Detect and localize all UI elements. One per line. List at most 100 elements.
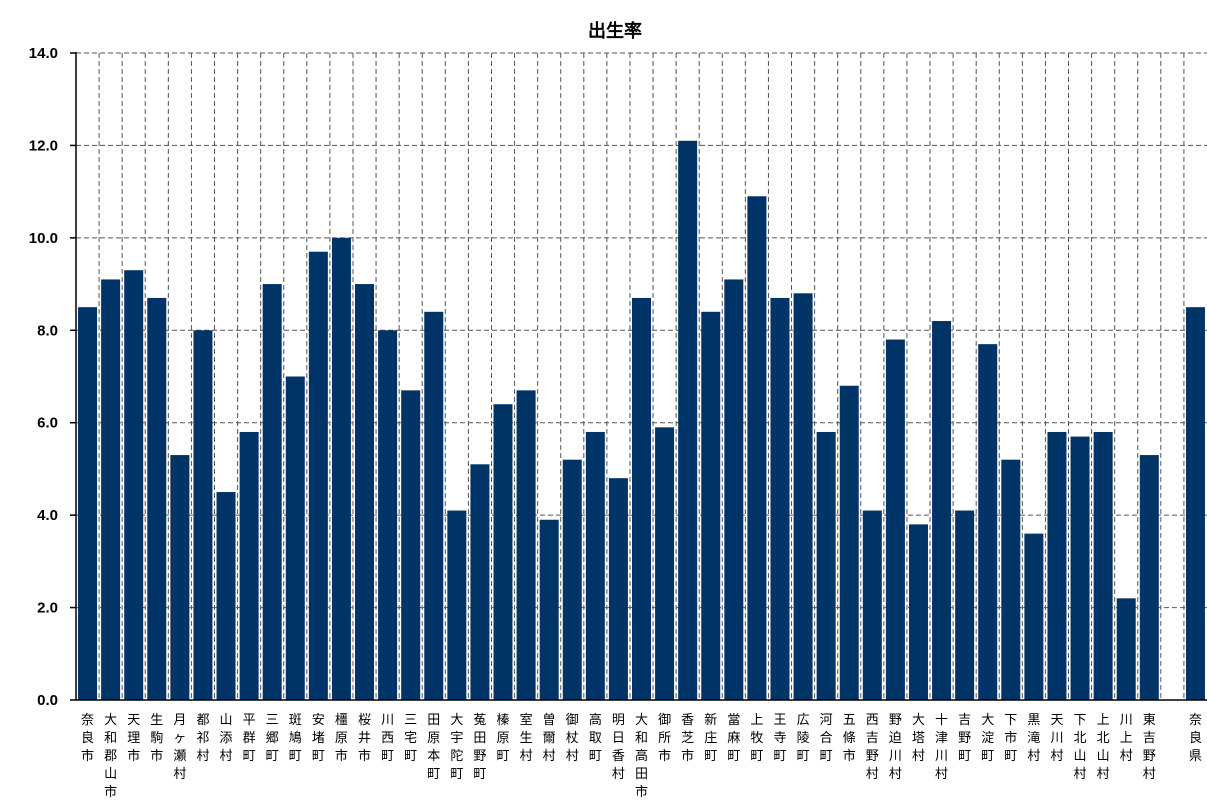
bar: [193, 330, 213, 700]
bar: [378, 330, 398, 700]
x-tick-label: 桜井市: [358, 713, 371, 764]
y-tick-label: 0.0: [37, 692, 58, 709]
x-tick-label: 大和高田市: [635, 713, 648, 800]
bar: [978, 344, 998, 700]
bar: [216, 492, 236, 700]
x-tick-label: 生駒市: [150, 713, 163, 764]
bar: [816, 431, 836, 700]
axes: [70, 52, 1207, 701]
x-tick-label: 野迫川村: [889, 713, 902, 782]
x-tick-labels: 奈良市大和郡山市天理市生駒市月ヶ瀬村都祁村山添村平群町三郷町斑鳩町安堵町橿原市桜…: [81, 712, 1202, 800]
bar: [101, 279, 121, 700]
x-tick-label: 御所市: [658, 713, 671, 764]
bar: [908, 524, 928, 700]
x-tick-label: 奈良市: [81, 713, 94, 764]
bar: [839, 385, 859, 700]
x-tick-label: 天川村: [1050, 713, 1063, 764]
x-tick-label: 都祁村: [196, 713, 209, 764]
x-tick-label: 河合町: [820, 713, 833, 764]
gridlines: [76, 52, 1207, 700]
x-tick-label: 東吉野村: [1143, 712, 1156, 782]
bar: [724, 279, 744, 700]
bar: [1116, 598, 1136, 700]
bar: [308, 251, 328, 700]
y-tick-label: 14.0: [29, 45, 58, 62]
y-tick-labels: 0.0 2.0 4.0 6.0 8.0 10.0 12.0 14.0: [29, 45, 58, 709]
bar: [1024, 533, 1044, 700]
bar: [747, 196, 767, 700]
bar: [516, 390, 536, 700]
bar: [170, 455, 190, 700]
x-tick-label: 黒滝村: [1027, 713, 1040, 764]
x-tick-label: 菟田野町: [473, 713, 486, 782]
x-tick-label: 下市町: [1004, 713, 1017, 764]
bar: [539, 519, 559, 700]
x-tick-label: 五條市: [843, 713, 856, 764]
bar: [424, 311, 444, 700]
bar: [147, 297, 167, 700]
x-tick-label: 橿原市: [335, 713, 348, 764]
bar: [678, 140, 698, 701]
bar: [470, 464, 490, 700]
bar: [401, 390, 421, 700]
y-tick-label: 8.0: [37, 322, 58, 339]
x-tick-label: 川西町: [381, 713, 394, 764]
x-tick-label: 月ヶ瀬村: [173, 713, 186, 782]
bar: [608, 478, 628, 700]
x-tick-label: 大和郡山市: [104, 713, 117, 800]
bar: [1185, 307, 1205, 700]
bar: [885, 339, 905, 700]
x-tick-label: 榛原町: [497, 713, 510, 764]
bar: [1070, 436, 1090, 700]
bar: [239, 431, 259, 700]
bar: [124, 270, 144, 700]
bar: [955, 510, 975, 700]
bar: [1093, 431, 1113, 700]
bar: [447, 510, 467, 700]
x-tick-label: 室生村: [520, 712, 533, 764]
x-tick-label: 奈良県: [1189, 713, 1202, 764]
x-tick-label: 明日香村: [612, 713, 625, 782]
x-tick-label: 大淀町: [981, 713, 994, 764]
x-tick-label: 三郷町: [266, 713, 279, 764]
y-tick-label: 6.0: [37, 415, 58, 432]
x-tick-label: 吉野町: [958, 713, 971, 764]
x-tick-label: 香芝市: [681, 713, 694, 764]
x-tick-label: 斑鳩町: [289, 713, 302, 764]
y-tick-label: 2.0: [37, 600, 58, 617]
bar: [655, 427, 675, 700]
bar: [78, 307, 98, 700]
x-tick-label: 大宇陀町: [450, 713, 463, 782]
x-tick-label: 下北山村: [1074, 713, 1087, 782]
bar: [701, 311, 721, 700]
bar: [1139, 455, 1159, 700]
bar: [355, 284, 375, 700]
x-tick-label: 新庄町: [704, 712, 717, 764]
y-tick-label: 10.0: [29, 230, 58, 247]
x-tick-label: 大塔村: [912, 713, 925, 764]
y-tick-label: 4.0: [37, 507, 58, 524]
x-tick-label: 高取町: [589, 712, 602, 764]
x-tick-label: 三宅町: [404, 713, 417, 764]
x-tick-label: 天理市: [127, 713, 140, 764]
x-tick-label: 平群町: [243, 713, 256, 764]
x-tick-label: 當麻町: [727, 713, 740, 764]
x-tick-label: 御杖村: [566, 713, 579, 764]
bar: [562, 459, 582, 700]
x-tick-label: 山添村: [220, 713, 233, 764]
x-tick-label: 広陵町: [797, 713, 810, 764]
x-tick-label: 十津川村: [935, 713, 948, 782]
bar: [285, 376, 305, 700]
bar: [493, 404, 513, 700]
bars: [78, 140, 1205, 701]
bar: [262, 284, 282, 700]
bar: [793, 293, 813, 700]
bar: [331, 237, 351, 700]
x-tick-label: 川上村: [1120, 713, 1133, 764]
x-tick-label: 上北山村: [1097, 713, 1110, 782]
bar: [1001, 459, 1021, 700]
x-tick-label: 曽爾村: [543, 713, 556, 764]
x-tick-label: 安堵町: [312, 713, 325, 764]
